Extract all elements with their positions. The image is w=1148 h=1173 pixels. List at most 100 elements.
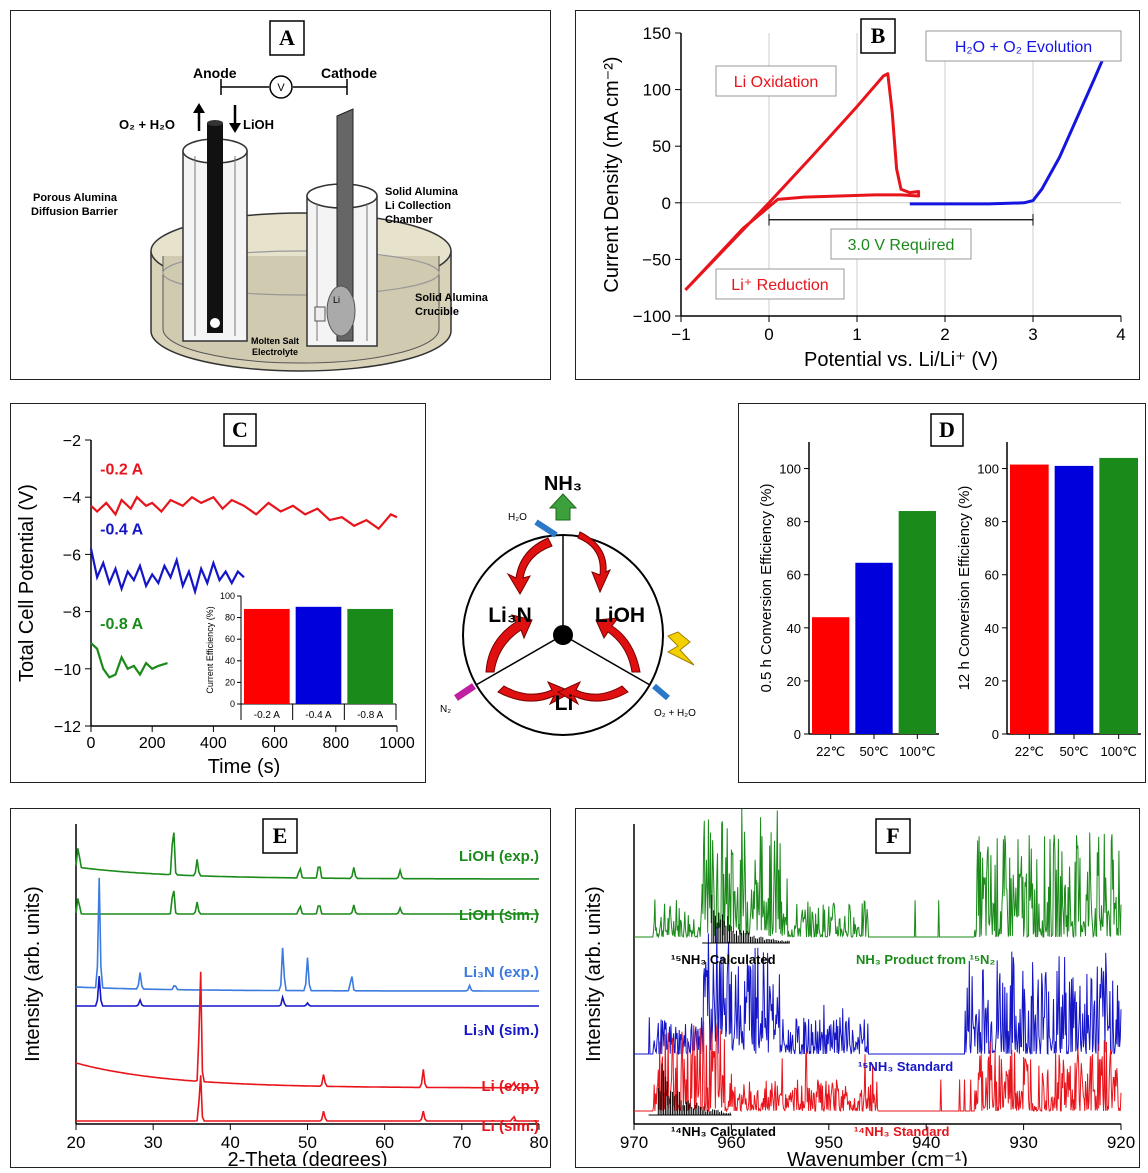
y-tick-label: 100 [779,462,801,477]
x-tick-label: 400 [200,735,227,752]
pattern-line-4 [75,971,539,1089]
panel-label: F [886,823,899,848]
chamber-label-1: Solid Alumina [385,186,459,198]
bar [855,562,893,734]
nh3-label: NH₃ [544,473,582,495]
x-tick-label: 3 [1028,325,1037,344]
pattern-label: Li (sim.) [481,1118,539,1135]
x-tick-label: 22℃ [1015,744,1044,759]
nh3-out-arrow [548,493,578,521]
x-tick-label: 80 [530,1133,549,1152]
x-tick-label: 2 [940,325,949,344]
chamber-label-3: Chamber [385,214,433,226]
x-tick-label: 100℃ [899,744,935,759]
o2-out-arrow [652,683,670,701]
inset-y-tick-label: 80 [225,613,235,623]
inset-y-tick-label: 20 [225,677,235,687]
li-reduction-label: Li⁺ Reduction [731,277,828,294]
inset-y-tick-label: 40 [225,656,235,666]
evolution-label-box [925,30,1122,62]
calc-sticks-1 [711,895,790,943]
x-axis-label: Time (s) [208,756,281,778]
inset-bar [295,606,342,704]
y-tick-label: 150 [643,24,671,43]
x-tick-label: 0 [87,735,96,752]
inset-y-label: Current Efficiency (%) [205,606,215,693]
y-tick-label: 60 [787,568,801,583]
chamber-label-2: Li Collection [385,200,451,212]
panel-f: F 970 960 950 940 930 920 Wavenumber (cm⁻¹) Int… [575,808,1140,1168]
pattern-line-3 [76,975,539,1007]
li-oxidation-label-box [715,65,837,97]
lightning-icon [666,631,695,666]
ir-spectra-chart: F 970 960 950 940 930 920 Wavenumber (cm⁻¹) Int… [583,809,1135,1166]
inset-y-tick-label: 100 [220,591,235,601]
y-tick-label: 20 [985,674,999,689]
pattern-label: Li₃N (sim.) [464,1022,539,1039]
pattern-line-5 [76,1075,539,1122]
x-tick-label: 930 [1009,1133,1037,1152]
y-tick-label: 20 [787,674,801,689]
conversion-efficiency-charts: D 0 20 40 60 80 100 22℃ 50℃ 100℃ 0.5 h Conversion… [758,413,1141,759]
inset-bar [244,608,290,704]
o2-h2o-label: O₂ + H₂O [119,117,175,132]
panel-d: D 0 20 40 60 80 100 22℃ 50℃ 100℃ 0.5 h Conversion… [738,403,1146,783]
pattern-line-0 [75,832,539,880]
evolution-label: H₂O + O₂ Evolution [955,39,1092,56]
panel-b: B −1 0 1 2 3 4 −100 −50 0 50 100 150 Potential vs. L… [575,10,1140,380]
y-tick-label: 0 [794,727,801,742]
y-tick-label: −12 [54,719,81,736]
bar [1010,464,1049,734]
pattern-line-2 [75,877,539,992]
n2-label: N₂ [440,704,451,715]
lioh-label: LiOH [595,604,645,627]
x-tick-label: 100℃ [1101,744,1137,759]
series-line-0 [684,72,921,292]
x-tick-label: 20 [67,1133,86,1152]
x-axis-label: Wavenumber (cm⁻¹) [787,1149,968,1166]
x-tick-label: 960 [717,1133,745,1152]
y-tick-label: 0 [662,194,671,213]
x-tick-label: 940 [912,1133,940,1152]
salt-label-1: Molten Salt [251,336,299,346]
bar [1099,457,1138,734]
x-tick-label: 4 [1116,325,1125,344]
x-tick-label: 1 [852,325,861,344]
h2o-label: H₂O [508,512,527,523]
y-tick-label: −50 [642,250,671,269]
panel-label: D [939,417,955,442]
spectrum-line-2 [634,926,1122,1056]
barrier-label-2: Diffusion Barrier [31,206,119,218]
cycle-center-dot [553,625,573,645]
pattern-label: LiOH (exp.) [459,848,539,865]
salt-label-2: Electrolyte [252,347,298,357]
y-tick-label: −10 [54,662,81,679]
li-oxidation-label: Li Oxidation [734,74,819,91]
std15-label: ¹⁵NH₃ Standard [858,1059,953,1074]
y-tick-label: 50 [652,137,671,156]
y-tick-label: 0 [992,727,999,742]
series-line-1 [909,36,1114,206]
voltmeter-label: V [277,82,285,94]
x-tick-label: −1 [671,325,690,344]
y-axis-label: Total Cell Potential (V) [16,484,38,682]
pattern-label: Li₃N (exp.) [464,964,539,981]
series-label: -0.8 A [100,616,143,633]
panel-a: A V Anode Cathode Li O₂ + H₂O LiOH Porou… [10,10,551,380]
n2-in-arrow [454,683,476,701]
o2-h2o-label: O₂ + H₂O [654,708,696,719]
crucible-label-1: Solid Alumina [415,292,489,304]
calc14-label: ¹⁴NH₃ Calculated [671,1124,776,1139]
product-label: NH₃ Product from ¹⁵N₂ [856,952,995,967]
x-tick-label: 30 [144,1133,163,1152]
series-label: -0.2 A [100,461,143,478]
x-tick-label: 950 [815,1133,843,1152]
inset-bar [347,608,393,704]
panel-e: E 20 30 40 50 60 70 80 2-Theta (degrees) Intensi… [10,808,551,1168]
xrd-chart: E 20 30 40 50 60 70 80 2-Theta (degrees) Intensi… [22,818,549,1166]
h2o-in-arrow [534,519,558,538]
cathode-label: Cathode [321,65,377,81]
inset-x-tick-label: -0.2 A [254,710,280,721]
y-tick-label: −6 [63,547,81,564]
x-tick-label: 50 [298,1133,317,1152]
